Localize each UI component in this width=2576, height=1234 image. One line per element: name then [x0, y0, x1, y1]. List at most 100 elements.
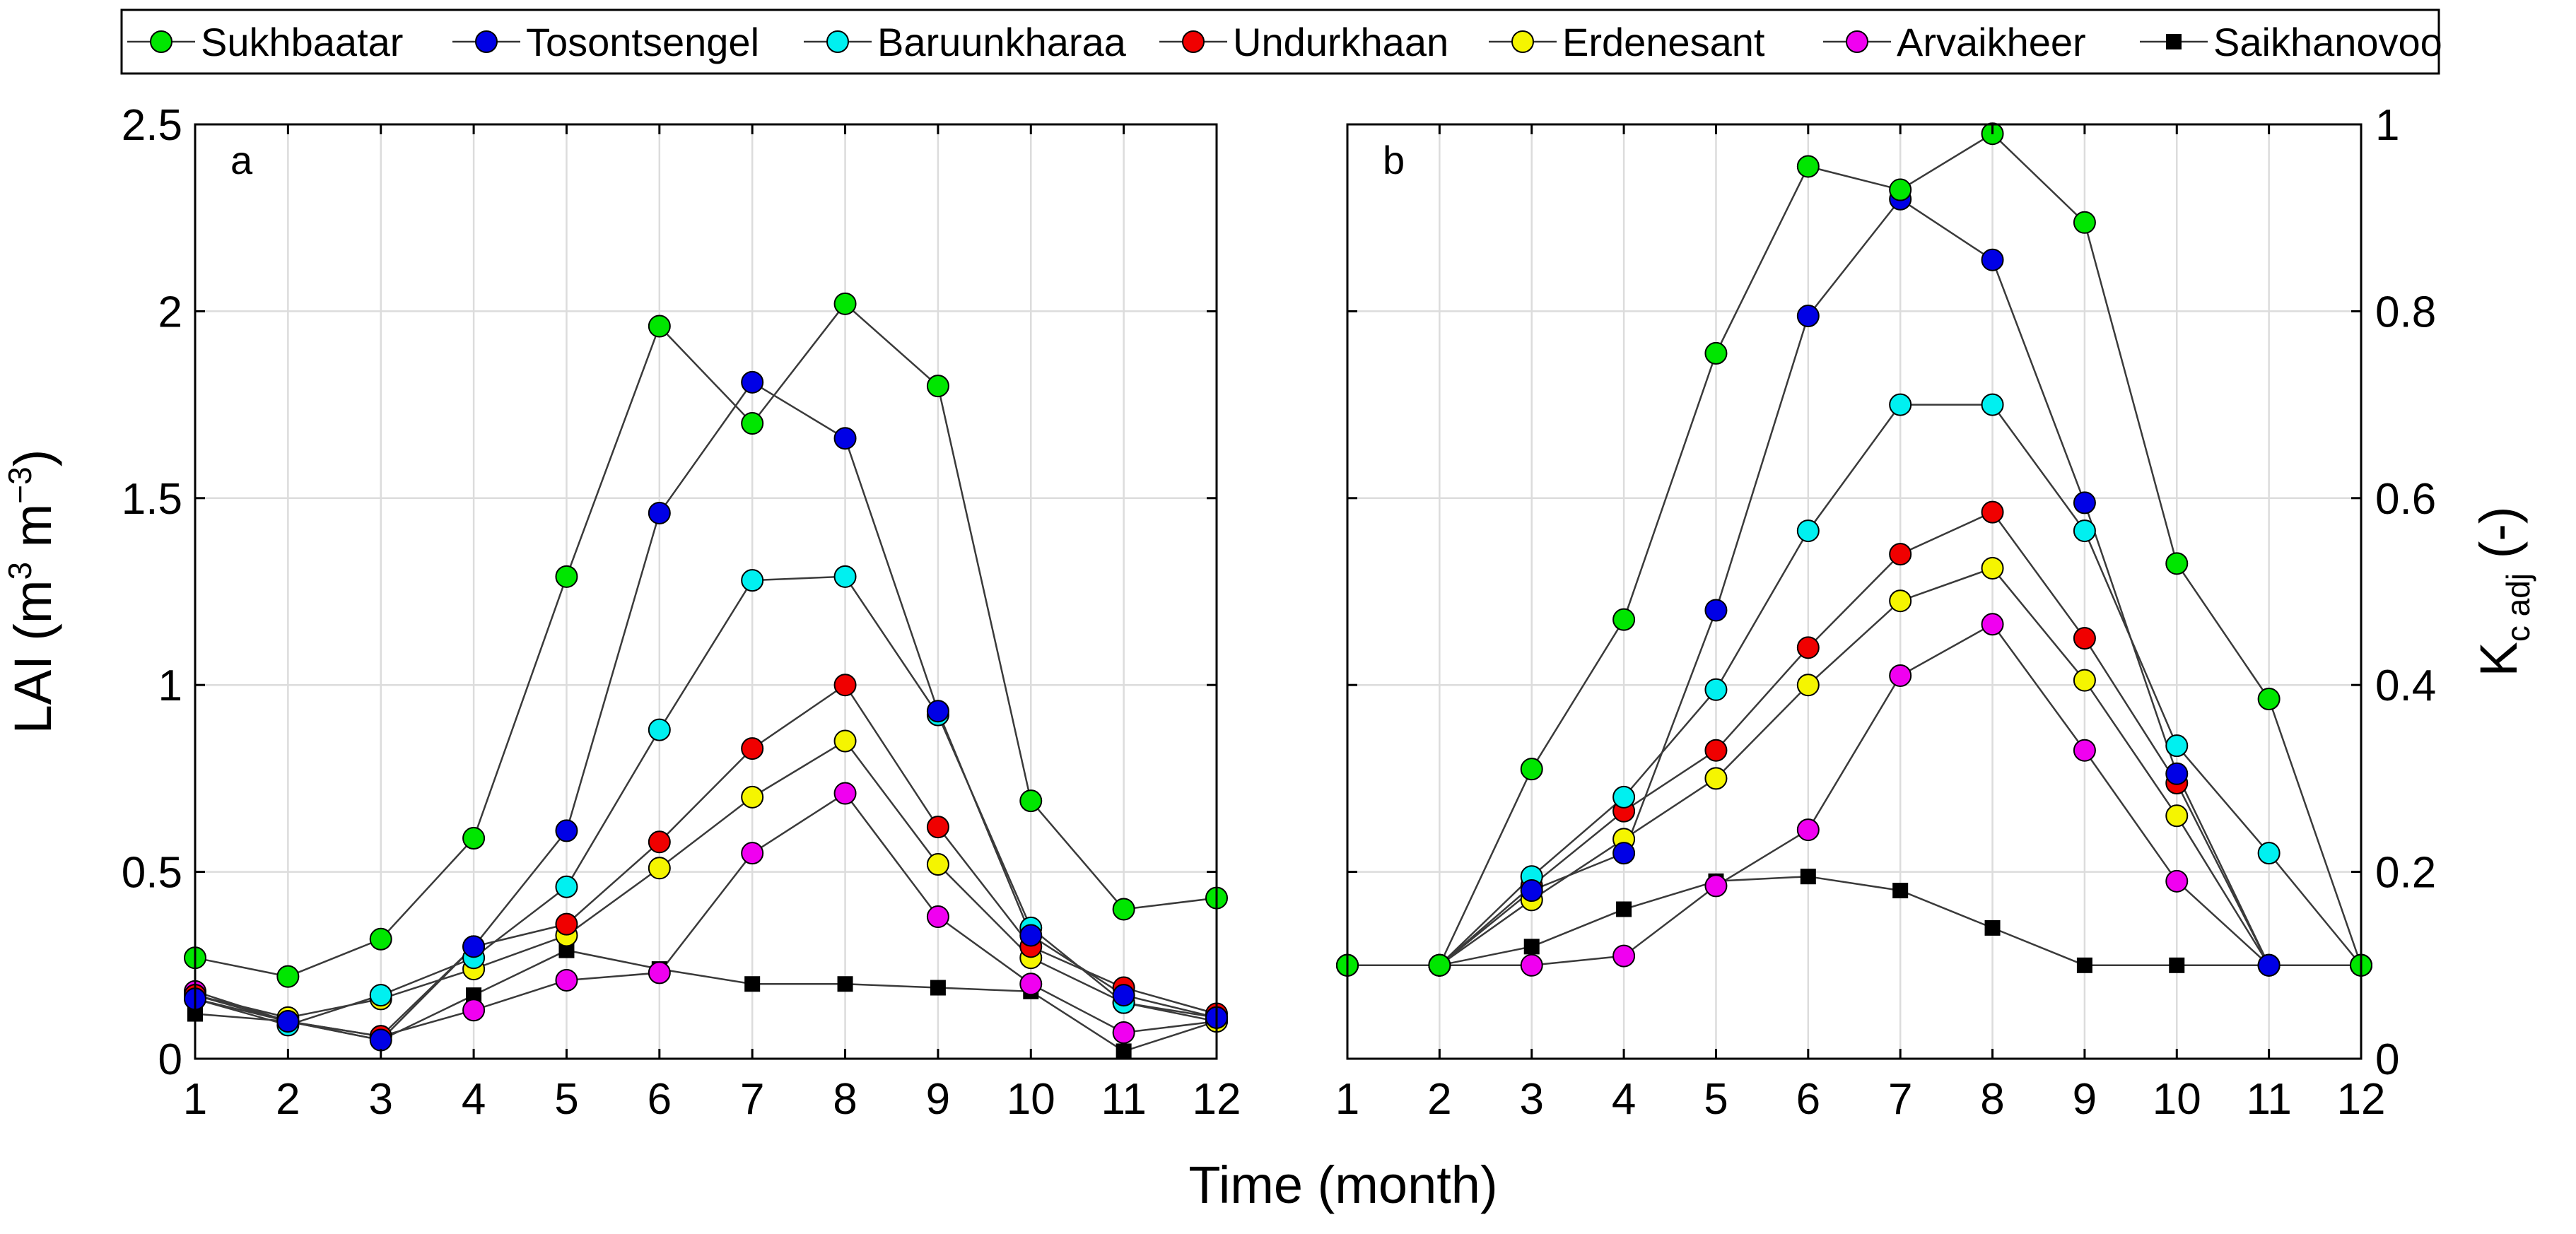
y-axis-title-part: LAI (m — [4, 580, 62, 734]
data-point — [369, 1028, 392, 1052]
data-point — [1889, 664, 1912, 687]
data-point — [1981, 500, 2004, 524]
x-axis-title: Time (month) — [1188, 1156, 1497, 1214]
data-point — [1112, 898, 1135, 921]
data-point — [741, 737, 764, 760]
data-point — [744, 976, 761, 992]
data-point — [1612, 608, 1636, 631]
x-tick-label: 4 — [1612, 1075, 1636, 1124]
y-tick-label: 0.6 — [2375, 475, 2436, 524]
data-point — [369, 927, 392, 951]
data-point — [1796, 305, 1820, 328]
data-point — [462, 827, 486, 850]
data-point — [2169, 957, 2185, 973]
legend: Sukhbaatar Tosontsengel Baruunkharaa Undurk… — [120, 8, 2442, 75]
data-point — [926, 853, 949, 876]
data-point — [1889, 543, 1912, 566]
data-point — [1520, 879, 1543, 903]
legend-label: Undurkhaan — [1233, 20, 1448, 64]
x-tick-label: 6 — [1796, 1075, 1820, 1124]
y-axis-title-part: −3 — [1, 466, 38, 503]
x-tick-label: 12 — [2337, 1075, 2386, 1124]
data-point — [833, 292, 857, 315]
legend-entry: Tosontsengel — [452, 20, 759, 64]
y-axis-title-part: K — [2469, 642, 2528, 676]
x-tick-label: 10 — [1007, 1075, 1055, 1124]
data-point — [648, 830, 671, 854]
legend-marker — [1511, 30, 1534, 53]
data-point — [1796, 636, 1820, 659]
data-point — [2165, 552, 2189, 575]
y-tick-label: 2.5 — [122, 101, 182, 150]
legend-marker — [2166, 34, 2182, 49]
data-point — [1796, 519, 1820, 543]
series-line-arvaikheer — [1347, 623, 2361, 967]
x-tick-label: 11 — [2246, 1075, 2291, 1124]
data-point — [1616, 901, 1632, 917]
series-line-saikhanovoo — [194, 949, 1217, 1052]
data-point — [555, 968, 578, 992]
x-tick-label: 11 — [1101, 1075, 1146, 1124]
data-point — [462, 935, 486, 958]
legend-entry: Sukhbaatar — [127, 20, 403, 64]
legend-entry: Arvaikheer — [1823, 20, 2086, 64]
legend-marker — [150, 30, 172, 53]
legend-label: Tosontsengel — [526, 20, 759, 64]
data-point — [1892, 883, 1909, 899]
data-point — [926, 905, 949, 929]
y-tick-label: 1.5 — [122, 475, 182, 524]
y-axis-title-part: ) — [4, 449, 62, 467]
data-point — [1520, 758, 1543, 781]
data-point — [276, 1010, 300, 1033]
x-tick-label: 3 — [368, 1075, 392, 1124]
legend-marker — [1846, 30, 1868, 53]
data-point — [369, 984, 392, 1007]
legend-entry: Baruunkharaa — [804, 20, 1127, 64]
x-tick-label: 5 — [1704, 1075, 1728, 1124]
legend-marker — [475, 30, 498, 53]
legend-label: Sukhbaatar — [201, 20, 403, 64]
data-point — [1889, 589, 1912, 613]
data-point — [1428, 953, 1451, 977]
series-line-erdenesant — [194, 739, 1217, 1023]
data-point — [930, 980, 946, 996]
legend-marker — [1182, 30, 1205, 53]
legend-label: Arvaikheer — [1897, 20, 2086, 64]
y-tick-label: 1 — [2375, 101, 2399, 150]
x-tick-label: 3 — [1519, 1075, 1543, 1124]
data-point — [555, 819, 578, 842]
x-tick-label: 2 — [1427, 1075, 1451, 1124]
data-point — [2165, 804, 2189, 828]
data-point — [1889, 393, 1912, 416]
data-point — [555, 565, 578, 588]
y-tick-label: 0.5 — [122, 849, 182, 898]
x-tick-label: 6 — [648, 1075, 672, 1124]
series-line-undurkhaan — [1347, 511, 2361, 967]
data-point — [648, 718, 671, 741]
data-point — [833, 782, 857, 805]
y-tick-label: 0.4 — [2375, 662, 2436, 710]
series-line-arvaikheer — [194, 792, 1217, 1038]
data-point — [837, 976, 853, 992]
x-tick-label: 4 — [462, 1075, 486, 1124]
data-point — [1981, 248, 2004, 271]
y-tick-label: 1 — [158, 662, 182, 710]
data-point — [555, 912, 578, 936]
data-point — [1520, 953, 1543, 977]
data-point — [1612, 842, 1636, 865]
data-point — [1889, 178, 1912, 201]
data-point — [1796, 155, 1820, 178]
axes-frame — [194, 123, 1218, 1060]
legend-entry: Erdenesant — [1489, 20, 1765, 64]
series-markers-sukhbaatar — [184, 292, 1228, 988]
y-axis-title-part: (-) — [2469, 506, 2528, 573]
legend-label: Baruunkharaa — [877, 20, 1127, 64]
y-tick-label: 0 — [158, 1035, 182, 1084]
x-tick-label: 10 — [2153, 1075, 2201, 1124]
data-point — [2073, 739, 2096, 762]
data-point — [741, 370, 764, 394]
data-point — [648, 501, 671, 524]
